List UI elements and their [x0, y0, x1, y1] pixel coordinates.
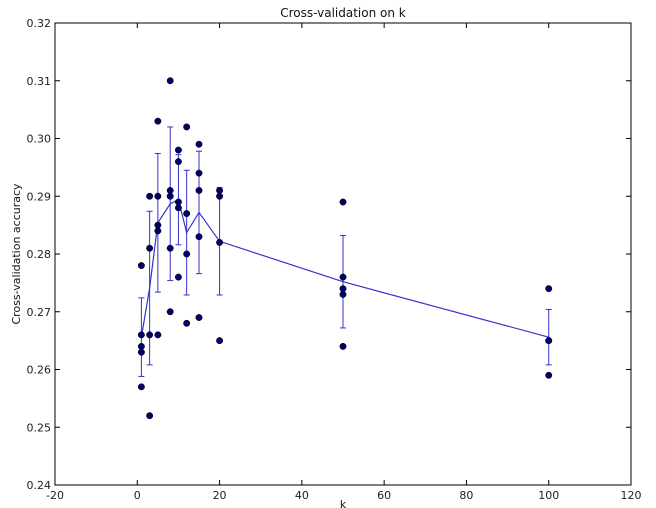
data-point: [183, 319, 191, 327]
data-point: [166, 187, 174, 194]
data-point: [137, 331, 145, 339]
data-point: [545, 371, 553, 379]
data-point: [195, 233, 203, 241]
data-point: [154, 192, 162, 200]
mean-line: [140, 198, 549, 338]
data-point: [154, 227, 162, 235]
y-axis-label: Cross-validation accuracy: [10, 183, 23, 325]
data-point: [154, 331, 162, 339]
data-point: [183, 210, 191, 218]
mean-accuracy-line: [140, 198, 549, 338]
data-points: [137, 77, 553, 420]
x-tick-label: 0: [134, 489, 141, 502]
y-tick-label: 0.32: [27, 17, 52, 30]
data-point: [174, 204, 182, 212]
x-tick-label: -20: [46, 489, 64, 502]
data-point: [166, 308, 174, 316]
y-tick-label: 0.25: [27, 421, 52, 434]
data-point: [146, 331, 154, 339]
x-axis-label: k: [340, 498, 347, 508]
data-point: [146, 192, 154, 200]
data-point: [216, 192, 224, 200]
data-point: [339, 198, 347, 206]
y-tick-label: 0.31: [27, 75, 52, 88]
axis-ticks: -20 0 20 40 60 80 100 120 0.24 0.25 0.26 0.27 0.28 0.…: [27, 17, 642, 502]
data-point: [137, 383, 145, 391]
y-tick-label: 0.30: [27, 133, 52, 146]
data-point: [166, 244, 174, 252]
data-point: [137, 342, 145, 350]
data-point: [146, 244, 154, 252]
data-point: [174, 158, 182, 166]
chart-title: Cross-validation on k: [280, 6, 406, 20]
data-point: [166, 77, 174, 85]
data-point: [137, 348, 145, 356]
x-tick-label: 20: [213, 489, 227, 502]
data-point: [174, 146, 182, 154]
x-tick-label: 40: [295, 489, 309, 502]
data-point: [174, 198, 182, 206]
y-tick-label: 0.27: [27, 306, 52, 319]
y-tick-label: 0.28: [27, 248, 52, 261]
y-tick-label: 0.26: [27, 364, 52, 377]
y-tick-label: 0.29: [27, 190, 52, 203]
data-point: [216, 187, 224, 194]
data-point: [216, 239, 224, 246]
data-point: [339, 273, 347, 281]
data-point: [146, 412, 154, 420]
data-point: [195, 187, 203, 194]
x-tick-label: 100: [538, 489, 559, 502]
data-point: [339, 342, 347, 350]
x-tick-label: 120: [621, 489, 642, 502]
x-tick-label: 60: [377, 489, 391, 502]
y-tick-label: 0.24: [27, 479, 52, 492]
data-point: [339, 285, 347, 293]
data-point: [195, 314, 203, 321]
data-point: [154, 117, 162, 125]
data-point: [183, 123, 191, 131]
data-point: [183, 250, 191, 258]
data-point: [216, 337, 224, 345]
x-tick-label: 80: [459, 489, 473, 502]
data-point: [154, 221, 162, 229]
data-point: [195, 169, 203, 177]
data-point: [174, 273, 182, 281]
data-point: [137, 262, 145, 269]
data-point: [195, 140, 203, 148]
data-point: [545, 285, 553, 293]
data-point: [166, 192, 174, 200]
data-point: [545, 337, 553, 345]
data-point: [339, 290, 347, 298]
